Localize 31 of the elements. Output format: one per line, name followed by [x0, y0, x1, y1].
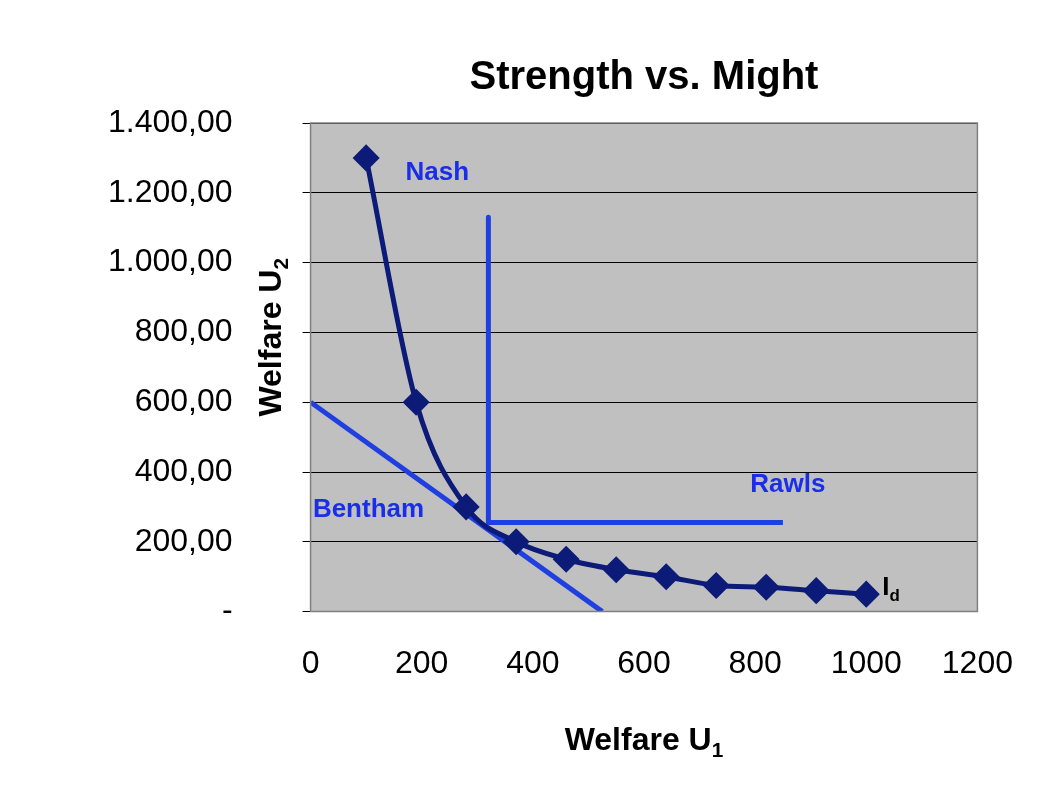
- point: [653, 564, 679, 590]
- y-tick-label: 800,00: [134, 312, 233, 349]
- annotation: Nash: [405, 156, 470, 187]
- x-tick-label: 400: [506, 643, 560, 680]
- x-tick-label: 1200: [941, 643, 1013, 680]
- point: [553, 546, 579, 572]
- y-axis-title: Welfare U2: [252, 258, 292, 417]
- y-tick-label: 1.400,00: [108, 102, 233, 139]
- x-tick-label: 800: [728, 643, 782, 680]
- x-tick-label: 1000: [830, 643, 902, 680]
- point: [703, 572, 729, 598]
- point: [803, 578, 829, 604]
- y-tick-label: -: [221, 591, 233, 628]
- y-tick-label: 400,00: [134, 451, 233, 488]
- chart-title: Strength vs. Might: [469, 53, 819, 98]
- point: [503, 529, 529, 555]
- x-tick-label: 0: [301, 643, 320, 680]
- point: [353, 145, 379, 171]
- x-tick-label: 200: [395, 643, 449, 680]
- x-tick-label: 600: [617, 643, 671, 680]
- y-tick-label: 200,00: [134, 521, 233, 558]
- series-label: Bentham: [312, 492, 425, 523]
- point: [753, 574, 779, 600]
- point: [603, 557, 629, 583]
- series-label: Rawls: [750, 467, 826, 498]
- point: [403, 389, 429, 415]
- y-tick-label: 1.200,00: [108, 172, 233, 209]
- point: [453, 494, 479, 520]
- point: [853, 581, 879, 607]
- y-tick-label: 1.000,00: [108, 242, 233, 279]
- y-tick-label: 600,00: [134, 382, 233, 419]
